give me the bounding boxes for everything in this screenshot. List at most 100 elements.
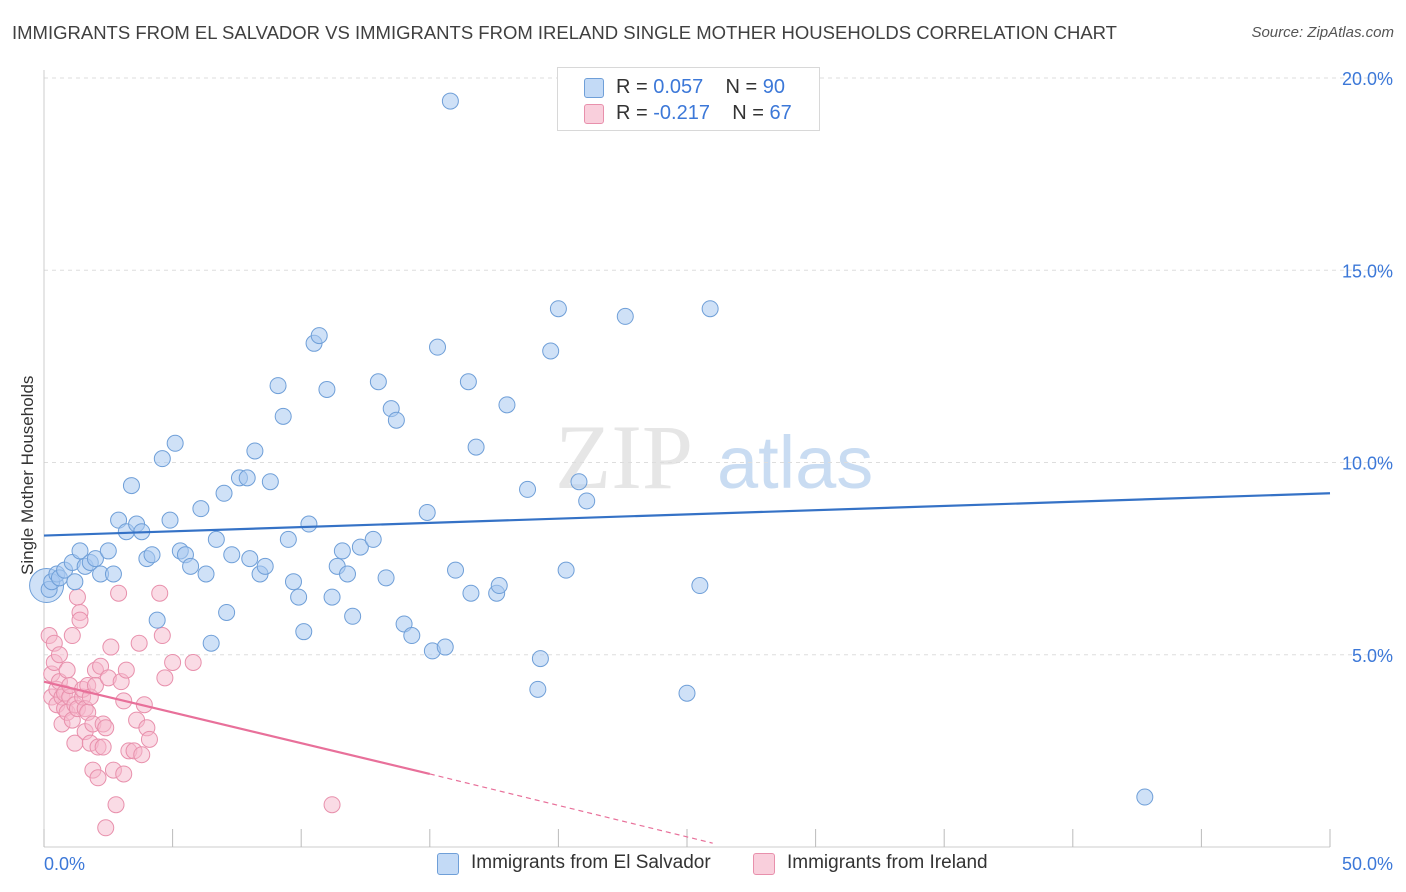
- data-point-el-salvador: [274, 407, 292, 425]
- data-point-el-salvador: [122, 477, 140, 495]
- data-point-ireland: [140, 730, 158, 748]
- legend-r-value: 0.057: [653, 76, 704, 98]
- y-tick-label: 15.0%: [1342, 261, 1393, 281]
- data-point-el-salvador: [462, 584, 480, 602]
- data-point-el-salvador: [238, 469, 256, 487]
- data-point-el-salvador: [279, 530, 297, 548]
- data-point-el-salvador: [441, 92, 459, 110]
- legend-text-el-salvador: R = 0.057 N = 90: [616, 76, 785, 99]
- data-point-el-salvador: [519, 480, 537, 498]
- data-point-el-salvador: [300, 515, 318, 533]
- data-point-el-salvador: [377, 569, 395, 587]
- y-tick-label: 10.0%: [1342, 454, 1393, 474]
- data-point-ireland: [110, 584, 128, 602]
- data-point-el-salvador: [701, 300, 719, 318]
- data-point-ireland: [94, 738, 112, 756]
- data-point-el-salvador: [290, 588, 308, 606]
- data-point-el-salvador: [99, 542, 117, 560]
- bottom-legend-swatch-pink: [753, 853, 775, 875]
- data-point-el-salvador: [104, 565, 122, 583]
- data-point-el-salvador: [369, 373, 387, 391]
- data-point-el-salvador: [323, 588, 341, 606]
- data-point-el-salvador: [161, 511, 179, 529]
- data-point-el-salvador: [153, 450, 171, 468]
- data-point-ireland: [164, 653, 182, 671]
- legend-r-label: R =: [616, 76, 648, 98]
- x-tick-label: 0.0%: [44, 854, 85, 874]
- data-point-el-salvador: [557, 561, 575, 579]
- bottom-legend-swatch-blue: [437, 853, 459, 875]
- data-point-el-salvador: [364, 530, 382, 548]
- gridlines: [44, 77, 1393, 656]
- data-point-el-salvador: [241, 550, 259, 568]
- series-ireland-points: [40, 584, 341, 837]
- data-point-el-salvador: [1136, 788, 1154, 806]
- bottom-legend-label-el-salvador: Immigrants from El Salvador: [471, 852, 711, 873]
- data-point-el-salvador: [318, 380, 336, 398]
- data-point-el-salvador: [223, 546, 241, 564]
- data-point-ireland: [133, 746, 151, 764]
- data-point-el-salvador: [678, 684, 696, 702]
- data-point-ireland: [153, 627, 171, 645]
- data-point-ireland: [117, 661, 135, 679]
- data-point-el-salvador: [182, 557, 200, 575]
- trend-line-el-salvador: [43, 492, 1331, 537]
- data-point-el-salvador: [197, 565, 215, 583]
- data-point-el-salvador: [246, 442, 264, 460]
- data-point-el-salvador: [403, 627, 421, 645]
- data-point-el-salvador: [467, 438, 485, 456]
- data-point-ireland: [323, 796, 341, 814]
- data-point-el-salvador: [71, 542, 89, 560]
- data-point-el-salvador: [570, 473, 588, 491]
- data-point-el-salvador: [284, 573, 302, 591]
- data-point-el-salvador: [148, 611, 166, 629]
- data-point-el-salvador: [333, 542, 351, 560]
- data-point-el-salvador: [429, 338, 447, 356]
- data-point-el-salvador: [531, 650, 549, 668]
- legend-swatch-blue: [584, 78, 604, 98]
- data-point-el-salvador: [143, 546, 161, 564]
- data-point-el-salvador: [387, 411, 405, 429]
- x-tick-label: 50.0%: [1342, 854, 1393, 874]
- data-point-el-salvador: [529, 680, 547, 698]
- legend-swatch-pink: [584, 104, 604, 124]
- data-point-el-salvador: [344, 607, 362, 625]
- trend-lines: [43, 492, 1331, 844]
- data-point-el-salvador: [86, 550, 104, 568]
- data-point-ireland: [184, 653, 202, 671]
- data-point-el-salvador: [542, 342, 560, 360]
- data-point-el-salvador: [310, 327, 328, 345]
- legend-n-value: 90: [762, 76, 786, 98]
- data-point-el-salvador: [498, 396, 516, 414]
- data-point-ireland: [63, 627, 81, 645]
- data-point-ireland: [97, 819, 115, 837]
- legend-n-label: N =: [732, 102, 764, 124]
- data-point-el-salvador: [616, 307, 634, 325]
- legend-n-value: 67: [769, 102, 792, 124]
- data-point-el-salvador: [202, 634, 220, 652]
- data-point-el-salvador: [578, 492, 596, 510]
- chart-title: IMMIGRANTS FROM EL SALVADOR VS IMMIGRANT…: [12, 22, 1117, 43]
- data-point-ireland: [156, 669, 174, 687]
- data-point-el-salvador: [261, 473, 279, 491]
- data-point-el-salvador: [256, 557, 274, 575]
- data-point-el-salvador: [549, 300, 567, 318]
- data-point-el-salvador: [490, 577, 508, 595]
- data-point-ireland: [102, 638, 120, 656]
- y-tick-label: 5.0%: [1352, 646, 1393, 666]
- legend-r-label: R =: [616, 102, 648, 124]
- data-point-el-salvador: [338, 565, 356, 583]
- data-point-el-salvador: [269, 377, 287, 395]
- trend-line-ireland-extension: [429, 773, 713, 844]
- data-point-el-salvador: [459, 373, 477, 391]
- data-point-el-salvador: [418, 503, 436, 521]
- data-point-ireland: [50, 646, 68, 664]
- data-point-el-salvador: [215, 484, 233, 502]
- data-point-el-salvador: [207, 530, 225, 548]
- data-point-el-salvador: [691, 577, 709, 595]
- data-point-el-salvador: [218, 603, 236, 621]
- data-point-ireland: [68, 588, 86, 606]
- legend-text-ireland: R = -0.217 N = 67: [616, 102, 792, 125]
- data-point-ireland: [89, 769, 107, 787]
